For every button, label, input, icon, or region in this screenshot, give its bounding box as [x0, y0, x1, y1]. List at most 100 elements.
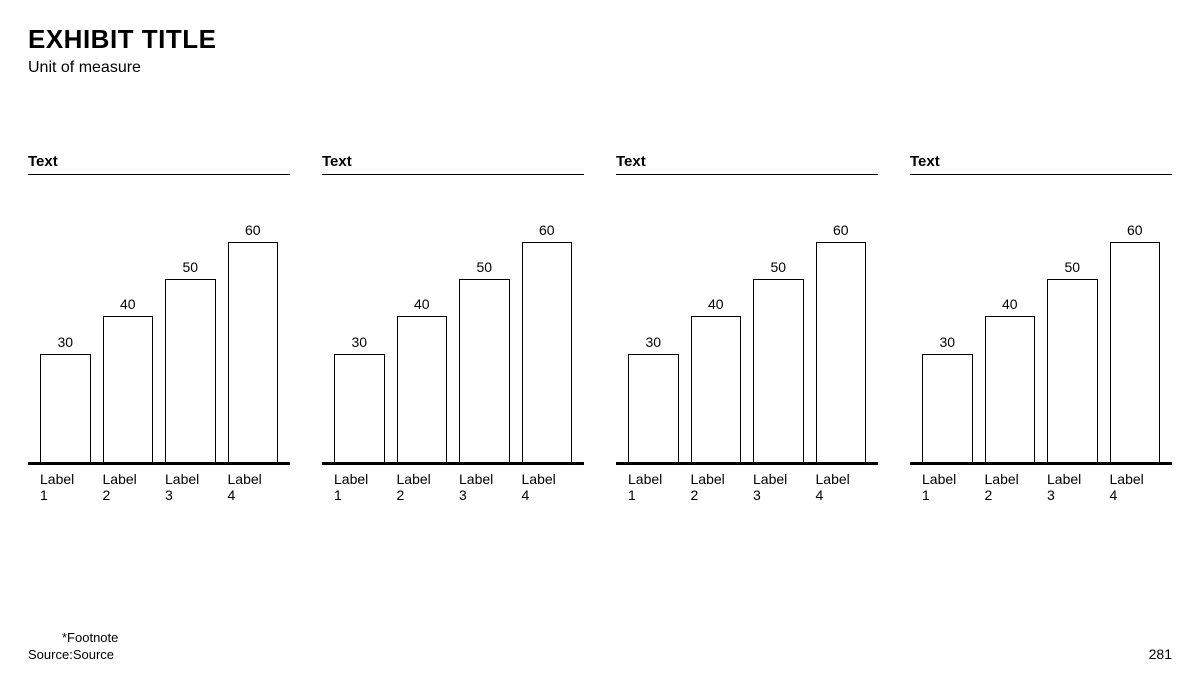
bar-column: 30	[916, 205, 979, 465]
bar-column: 60	[1104, 205, 1167, 465]
x-axis-label-line1: Label	[922, 471, 973, 487]
bar-value-label: 50	[476, 259, 492, 275]
bar-value-label: 30	[351, 334, 367, 350]
source-label: Source:	[28, 647, 73, 662]
x-axis-label-line1: Label	[522, 471, 573, 487]
chart-panel: Text30405060Label1Label2Label3Label4	[910, 153, 1172, 503]
x-axis-label-line2: 1	[628, 487, 679, 503]
x-axis-label-line2: 1	[922, 487, 973, 503]
x-axis-label: Label2	[979, 471, 1042, 503]
x-axis-label: Label2	[97, 471, 160, 503]
x-axis-baseline	[322, 462, 584, 465]
panel-title: Text	[28, 153, 290, 175]
plot-area: 30 40 50 60	[616, 205, 878, 465]
bar-value-label: 50	[182, 259, 198, 275]
bar	[691, 316, 742, 465]
bar-column: 50	[453, 205, 516, 465]
bar-value-label: 50	[1064, 259, 1080, 275]
source-row: Source:Source	[28, 647, 1172, 662]
x-axis-label-line2: 2	[103, 487, 154, 503]
x-axis-label: Label1	[916, 471, 979, 503]
bar	[922, 354, 973, 465]
bar-column: 60	[516, 205, 579, 465]
bar-column: 50	[159, 205, 222, 465]
bar	[334, 354, 385, 465]
x-axis-label-line2: 3	[459, 487, 510, 503]
x-axis-label-line2: 3	[165, 487, 216, 503]
x-axis-label: Label4	[516, 471, 579, 503]
chart-panel: Text30405060Label1Label2Label3Label4	[28, 153, 290, 503]
x-axis-label-line2: 3	[1047, 487, 1098, 503]
x-axis-label-line1: Label	[165, 471, 216, 487]
bars-container: 30405060	[910, 205, 1172, 465]
x-axis-labels: Label1Label2Label3Label4	[910, 465, 1172, 503]
x-axis-label: Label4	[222, 471, 285, 503]
x-axis-label-line1: Label	[985, 471, 1036, 487]
plot-area: 30405060	[910, 205, 1172, 465]
bar-column: 40	[97, 205, 160, 465]
x-axis-label-line1: Label	[1047, 471, 1098, 487]
panel-title: Text	[910, 153, 1172, 175]
x-axis-label: Label2	[685, 471, 748, 503]
unit-of-measure: Unit of measure	[28, 59, 1172, 77]
bar-column: 50	[747, 205, 810, 465]
x-axis-label-line1: Label	[753, 471, 804, 487]
plot-area: 30405060	[322, 205, 584, 465]
bar-value-label: 60	[539, 222, 555, 238]
x-axis-label-line2: 2	[691, 487, 742, 503]
footer: *Footnote Source:Source 281	[28, 630, 1172, 662]
x-axis-label: Label4	[1104, 471, 1167, 503]
x-axis-label: Label1	[622, 471, 685, 503]
x-axis-label: Label3	[1041, 471, 1104, 503]
bar-column: 30	[34, 205, 97, 465]
bar	[985, 316, 1036, 465]
source-value: Source	[73, 647, 114, 662]
chart-panel: Text30405060Label1Label2Label3Label4	[616, 153, 878, 503]
x-axis-label-line1: Label	[103, 471, 154, 487]
x-axis-baseline	[910, 462, 1172, 465]
bar-column: 40	[685, 205, 748, 465]
x-axis-label-line1: Label	[816, 471, 867, 487]
bar-value-label: 60	[245, 222, 261, 238]
x-axis-label-line2: 3	[753, 487, 804, 503]
x-axis-label: Label2	[391, 471, 454, 503]
x-axis-baseline	[28, 462, 290, 465]
bar-column: 30	[622, 205, 685, 465]
bars-container: 30 40 50 60	[616, 205, 878, 465]
x-axis-label-line1: Label	[334, 471, 385, 487]
x-axis-label-line2: 4	[522, 487, 573, 503]
x-axis-labels: Label1Label2Label3Label4	[322, 465, 584, 503]
exhibit-page: EXHIBIT TITLE Unit of measure Text304050…	[0, 0, 1200, 680]
bar	[522, 242, 573, 465]
bar-value-label: 30	[939, 334, 955, 350]
bar-value-label: 50	[770, 259, 786, 275]
bar	[103, 316, 154, 465]
panel-title: Text	[322, 153, 584, 175]
x-axis-label-line1: Label	[459, 471, 510, 487]
x-axis-label: Label3	[453, 471, 516, 503]
bar	[165, 279, 216, 465]
x-axis-label-line2: 4	[1110, 487, 1161, 503]
x-axis-label-line1: Label	[1110, 471, 1161, 487]
bar-column: 30	[328, 205, 391, 465]
x-axis-label-line1: Label	[691, 471, 742, 487]
x-axis-label: Label3	[747, 471, 810, 503]
panel-title: Text	[616, 153, 878, 175]
bar	[40, 354, 91, 465]
bar-value-label: 60	[833, 222, 849, 238]
bar-column: 60	[222, 205, 285, 465]
bar	[816, 242, 867, 465]
x-axis-label: Label1	[328, 471, 391, 503]
x-axis-label-line2: 2	[985, 487, 1036, 503]
x-axis-label-line1: Label	[397, 471, 448, 487]
x-axis-label: Label3	[159, 471, 222, 503]
bar-value-label: 40	[708, 296, 724, 312]
bar-column: 50	[1041, 205, 1104, 465]
x-axis-label: Label1	[34, 471, 97, 503]
x-axis-label-line2: 2	[397, 487, 448, 503]
bar-value-label: 30	[645, 334, 661, 350]
x-axis-label-line1: Label	[228, 471, 279, 487]
x-axis-baseline	[616, 462, 878, 465]
page-number: 281	[1149, 646, 1172, 662]
bar	[753, 279, 804, 465]
